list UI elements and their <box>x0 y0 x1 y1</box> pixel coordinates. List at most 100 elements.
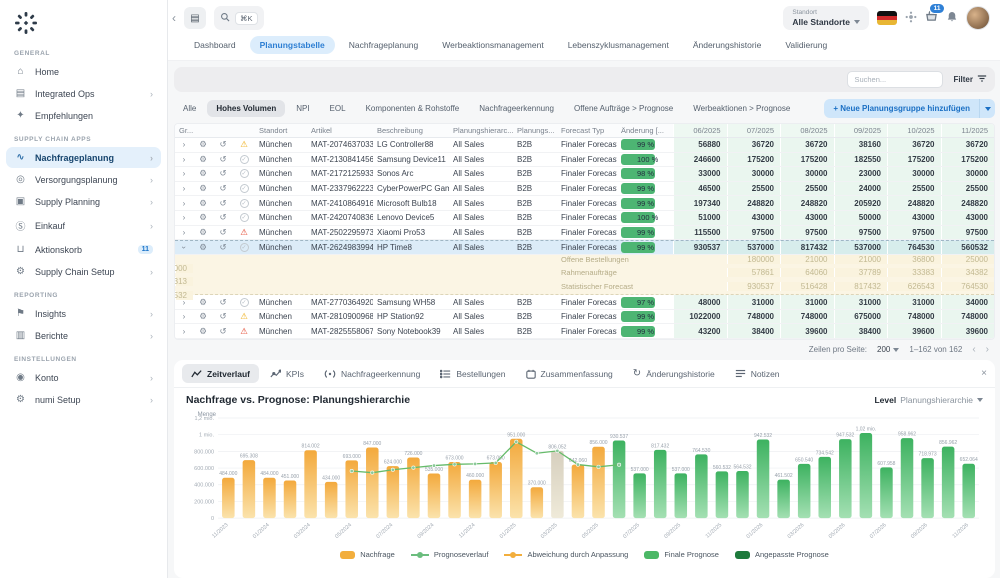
filter-tab-npi[interactable]: NPI <box>287 100 318 117</box>
cell-10-2025[interactable]: 39600 <box>887 324 941 338</box>
tab-validierung[interactable]: Validierung <box>775 36 837 54</box>
filter-tab-eol[interactable]: EOL <box>321 100 355 117</box>
add-planning-group-caret[interactable] <box>979 99 995 118</box>
cell-07-2025[interactable]: 31000 <box>727 295 781 309</box>
cell-10-2025[interactable]: 30000 <box>887 167 941 181</box>
table-search-input[interactable] <box>847 71 943 88</box>
cell-08-2025[interactable]: 36720 <box>780 138 834 152</box>
cell-09-2025[interactable]: 205920 <box>834 196 888 210</box>
app-logo[interactable] <box>14 11 38 35</box>
sidebar-item-numi-setup[interactable]: ⚙numi Setup› <box>6 389 161 410</box>
table-row[interactable]: ›⚙↺⚠MünchenMAT-282555806714Sony Notebook… <box>175 324 994 339</box>
row-settings-gear-icon[interactable]: ⚙ <box>193 154 213 165</box>
expand-row-icon[interactable]: › <box>175 169 193 178</box>
user-avatar[interactable] <box>966 6 990 30</box>
cell-07-2025[interactable]: 30000 <box>727 167 781 181</box>
cell-07-2025[interactable]: 43000 <box>727 211 781 225</box>
cell-11-2025[interactable]: 39600 <box>941 324 995 338</box>
cell-09-2025[interactable]: 38400 <box>834 324 888 338</box>
sidebar-item-integrated-ops[interactable]: ▤Integrated Ops› <box>6 83 161 104</box>
add-planning-group-button[interactable]: + Neue Planungsgruppe hinzufügen <box>824 99 979 118</box>
cell-06-2025[interactable]: 33000 <box>673 167 727 181</box>
cell-10-2025[interactable]: 25500 <box>887 182 941 196</box>
row-settings-gear-icon[interactable]: ⚙ <box>193 311 213 322</box>
expand-row-icon[interactable]: › <box>175 298 193 307</box>
sidebar-item-einkauf[interactable]: ⓈEinkauf› <box>6 213 161 238</box>
row-settings-gear-icon[interactable]: ⚙ <box>193 168 213 179</box>
row-history-icon[interactable]: ↺ <box>213 311 233 322</box>
cell-11-2025[interactable]: 34000 <box>941 295 995 309</box>
tab-planungstabelle[interactable]: Planungstabelle <box>250 36 335 54</box>
cell-08-2025[interactable]: 43000 <box>780 211 834 225</box>
row-settings-gear-icon[interactable]: ⚙ <box>193 139 213 150</box>
expand-row-icon[interactable]: › <box>175 228 193 237</box>
cell-07-2025[interactable]: 748000 <box>727 310 781 324</box>
sidebar-collapse-button[interactable]: ‹ <box>172 11 176 25</box>
cell-11-2025[interactable]: 30000 <box>941 167 995 181</box>
table-row[interactable]: ›⚙↺✓MünchenMAT-241086491608Microsoft Bul… <box>175 196 994 211</box>
cell-06-2025[interactable]: 1022000 <box>673 310 727 324</box>
cell-08-2025[interactable]: 748000 <box>780 310 834 324</box>
expand-row-icon[interactable]: › <box>175 155 193 164</box>
row-history-icon[interactable]: ↺ <box>213 168 233 179</box>
row-settings-gear-icon[interactable]: ⚙ <box>193 198 213 209</box>
cell-08-2025[interactable]: 39600 <box>780 324 834 338</box>
sidebar-item-supply-planning[interactable]: ▣Supply Planning› <box>6 191 161 212</box>
row-history-icon[interactable]: ↺ <box>213 212 233 223</box>
table-row[interactable]: ›⚙↺✓MünchenMAT-242074083675Lenovo Device… <box>175 211 994 226</box>
cell-07-2025[interactable]: 537000 <box>727 241 781 254</box>
tab-lebenszyklusmanagement[interactable]: Lebenszyklusmanagement <box>558 36 679 54</box>
expand-row-icon[interactable]: › <box>175 213 193 222</box>
row-history-icon[interactable]: ↺ <box>213 139 233 150</box>
detail-tab-nderungshistorie[interactable]: ↻Änderungshistorie <box>624 364 724 383</box>
filter-tab-alle[interactable]: Alle <box>174 100 205 117</box>
table-row[interactable]: ›⚙↺⚠MünchenMAT-281090096832HP Station92A… <box>175 310 994 325</box>
cell-06-2025[interactable]: 115500 <box>673 226 727 240</box>
journal-icon[interactable]: ▤ <box>184 7 206 29</box>
row-history-icon[interactable]: ↺ <box>213 326 233 337</box>
cell-06-2025[interactable]: 43200 <box>673 324 727 338</box>
cell-11-2025[interactable]: 560532 <box>941 241 995 254</box>
table-row[interactable]: ›⚙↺⚠MünchenMAT-250229597325Xiaomi Pro53A… <box>175 226 994 241</box>
cell-09-2025[interactable]: 675000 <box>834 310 888 324</box>
row-history-icon[interactable]: ↺ <box>213 242 233 253</box>
cell-06-2025[interactable]: 197340 <box>673 196 727 210</box>
cell-07-2025[interactable]: 36720 <box>727 138 781 152</box>
cell-11-2025[interactable]: 97500 <box>941 226 995 240</box>
sidebar-item-supply-chain-setup[interactable]: ⚙Supply Chain Setup› <box>6 261 161 282</box>
cell-09-2025[interactable]: 23000 <box>834 167 888 181</box>
cell-07-2025[interactable]: 175200 <box>727 153 781 167</box>
row-history-icon[interactable]: ↺ <box>213 198 233 209</box>
sidebar-item-empfehlungen[interactable]: ✦Empfehlungen <box>6 105 161 126</box>
collapse-row-icon[interactable]: › <box>180 238 189 256</box>
table-row[interactable]: ›⚙↺⚠MünchenMAT-207463703311LG Controller… <box>175 138 994 153</box>
cell-10-2025[interactable]: 175200 <box>887 153 941 167</box>
table-row[interactable]: ›⚙↺✓MünchenMAT-233796222353CyberPowerPC … <box>175 182 994 197</box>
language-flag-de[interactable] <box>877 11 897 25</box>
expand-row-icon[interactable]: › <box>175 184 193 193</box>
cell-08-2025[interactable]: 25500 <box>780 182 834 196</box>
row-settings-gear-icon[interactable]: ⚙ <box>193 227 213 238</box>
cell-09-2025[interactable]: 182550 <box>834 153 888 167</box>
cell-11-2025[interactable]: 248820 <box>941 196 995 210</box>
cell-10-2025[interactable]: 248820 <box>887 196 941 210</box>
row-settings-gear-icon[interactable]: ⚙ <box>193 212 213 223</box>
level-selector[interactable]: Level Planungshierarchie <box>874 395 983 405</box>
table-row[interactable]: ›⚙↺✓MünchenMAT-26249839949HP Time8All Sa… <box>175 240 994 255</box>
sidebar-item-versorgungsplanung[interactable]: ◎Versorgungsplanung› <box>6 169 161 190</box>
sidebar-item-aktionskorb[interactable]: ⊔Aktionskorb11 <box>6 239 161 260</box>
tab-werbeaktionsmanagement[interactable]: Werbeaktionsmanagement <box>432 36 553 54</box>
next-page-button[interactable]: › <box>986 344 989 355</box>
standort-selector[interactable]: Standort Alle Standorte <box>783 6 869 30</box>
cell-10-2025[interactable]: 43000 <box>887 211 941 225</box>
cell-10-2025[interactable]: 97500 <box>887 226 941 240</box>
prev-page-button[interactable]: ‹ <box>972 344 975 355</box>
sidebar-item-konto[interactable]: ◉Konto› <box>6 367 161 388</box>
row-settings-gear-icon[interactable]: ⚙ <box>193 297 213 308</box>
filter-tab-nachfrageerkennung[interactable]: Nachfrageerkennung <box>470 100 563 117</box>
row-history-icon[interactable]: ↺ <box>213 183 233 194</box>
close-panel-button[interactable]: × <box>981 368 987 379</box>
cell-11-2025[interactable]: 175200 <box>941 153 995 167</box>
detail-tab-zeitverlauf[interactable]: Zeitverlauf <box>182 364 259 383</box>
cell-09-2025[interactable]: 50000 <box>834 211 888 225</box>
